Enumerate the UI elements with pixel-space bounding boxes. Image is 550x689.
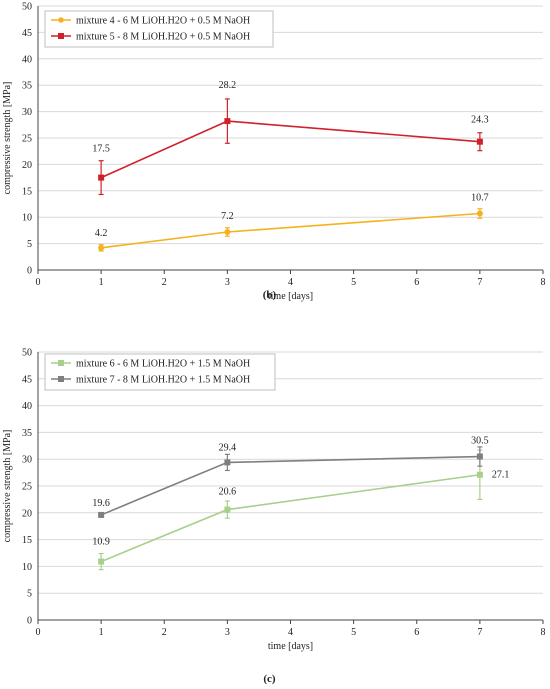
data-point	[224, 506, 231, 513]
legend-entry: mixture 6 - 6 M LiOH.H2O + 1.5 M NaOH	[76, 359, 250, 370]
x-tick-label: 5	[351, 627, 356, 638]
figure-caption: (b)	[263, 289, 277, 301]
series-line	[100, 120, 480, 179]
y-tick-label: 50	[22, 2, 32, 13]
data-point	[476, 210, 483, 217]
legend-entry: mixture 4 - 6 M LiOH.H2O + 0.5 M NaOH	[76, 16, 250, 27]
data-point	[224, 118, 231, 125]
data-point	[224, 459, 231, 466]
y-tick-label: 25	[22, 134, 32, 145]
data-label: 10.7	[471, 193, 489, 204]
data-label: 28.2	[219, 80, 237, 91]
series-line	[101, 212, 480, 249]
legend-marker	[58, 33, 64, 39]
x-tick-label: 4	[288, 627, 293, 638]
legend-marker	[58, 376, 64, 382]
y-tick-label: 40	[22, 401, 32, 412]
data-label: 7.2	[221, 211, 234, 222]
data-point	[476, 138, 483, 145]
legend-entry: mixture 7 - 8 M LiOH.H2O + 1.5 M NaOH	[76, 375, 250, 386]
y-tick-label: 45	[22, 374, 32, 385]
x-tick-label: 5	[351, 277, 356, 288]
y-tick-label: 0	[27, 266, 32, 277]
figure-caption: (c)	[263, 673, 276, 685]
data-label: 27.1	[492, 470, 510, 481]
data-point	[224, 228, 231, 235]
x-tick-label: 0	[36, 277, 41, 288]
y-tick-label: 35	[22, 81, 32, 92]
x-tick-label: 7	[477, 627, 482, 638]
data-point	[98, 174, 105, 181]
y-tick-label: 15	[22, 186, 32, 197]
x-tick-label: 6	[414, 277, 419, 288]
legend: mixture 4 - 6 M LiOH.H2O + 0.5 M NaOH mix…	[44, 10, 274, 48]
legend-marker	[58, 17, 64, 23]
y-tick-label: 20	[22, 160, 32, 171]
x-tick-label: 8	[541, 627, 546, 638]
data-label: 10.9	[92, 537, 110, 548]
x-tick-label: 3	[225, 277, 230, 288]
data-label: 17.5	[92, 144, 110, 155]
x-axis-title: time [days]	[268, 291, 313, 302]
y-tick-label: 40	[22, 54, 32, 65]
x-tick-label: 6	[414, 627, 419, 638]
legend-box	[44, 353, 276, 391]
x-tick-label: 2	[162, 277, 167, 288]
y-tick-label: 5	[27, 589, 32, 600]
series-line	[100, 473, 480, 563]
data-label: 30.5	[471, 436, 489, 447]
y-tick-label: 15	[22, 535, 32, 546]
y-axis-title: compressive strength [MPa]	[2, 430, 13, 543]
y-tick-label: 0	[27, 616, 32, 627]
data-label: 24.3	[471, 115, 489, 126]
x-tick-label: 0	[36, 627, 41, 638]
y-tick-label: 45	[22, 28, 32, 39]
data-label: 29.4	[219, 442, 237, 453]
data-point	[98, 511, 105, 518]
y-tick-label: 50	[22, 348, 32, 359]
y-tick-label: 25	[22, 482, 32, 493]
y-tick-label: 35	[22, 428, 32, 439]
x-tick-label: 8	[541, 277, 546, 288]
x-tick-label: 7	[477, 277, 482, 288]
legend: mixture 6 - 6 M LiOH.H2O + 1.5 M NaOH mix…	[44, 353, 276, 391]
y-tick-label: 30	[22, 107, 32, 118]
y-tick-label: 30	[22, 455, 32, 466]
legend-entry: mixture 5 - 8 M LiOH.H2O + 0.5 M NaOH	[76, 32, 250, 43]
x-tick-label: 1	[99, 627, 104, 638]
data-label: 4.2	[95, 228, 108, 239]
x-axis-title: time [days]	[268, 641, 313, 652]
data-point	[476, 453, 483, 460]
x-tick-label: 1	[99, 277, 104, 288]
data-point	[98, 558, 105, 565]
data-point	[98, 244, 105, 251]
x-tick-label: 3	[225, 627, 230, 638]
y-tick-label: 5	[27, 239, 32, 250]
x-tick-label: 4	[288, 277, 293, 288]
x-tick-label: 2	[162, 627, 167, 638]
y-axis-title: compressive strength [MPa]	[2, 82, 13, 195]
legend-box	[44, 10, 274, 48]
data-label: 20.6	[219, 487, 237, 498]
data-label: 19.6	[92, 498, 110, 509]
legend-marker	[58, 360, 64, 366]
data-point	[476, 471, 483, 478]
y-tick-label: 10	[22, 213, 32, 224]
y-tick-label: 20	[22, 508, 32, 519]
y-tick-label: 10	[22, 562, 32, 573]
